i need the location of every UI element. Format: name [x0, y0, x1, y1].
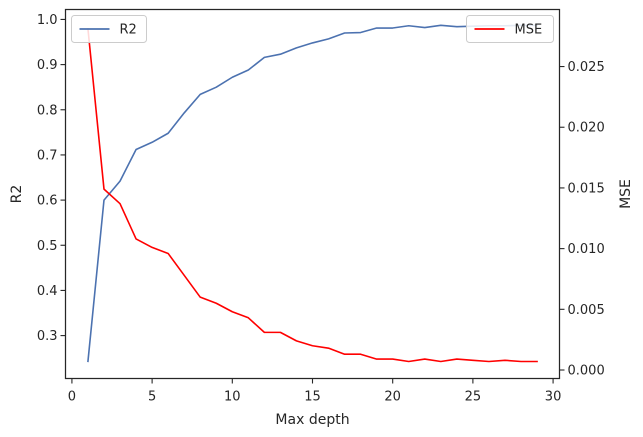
- left-y-tick-label: 0.6: [37, 194, 58, 209]
- legend-label: MSE: [515, 23, 543, 38]
- legend-box: [466, 15, 554, 43]
- left-y-tick-label: 0.9: [37, 58, 58, 73]
- left-y-tick-label: 0.5: [37, 239, 58, 254]
- x-axis-label: Max depth: [275, 412, 349, 428]
- left-y-axis-label: R2: [9, 185, 25, 204]
- legend-label: R2: [120, 23, 137, 38]
- right-y-axis-label: MSE: [618, 179, 634, 209]
- x-tick-label: 25: [465, 390, 482, 405]
- x-axis-ticks: 0 5 10 15 20 25 30: [68, 378, 562, 405]
- x-tick-label: 10: [224, 390, 241, 405]
- legends: R2 MSE: [71, 15, 554, 43]
- x-tick-label: 5: [148, 390, 156, 405]
- legend-mse: MSE: [466, 15, 554, 43]
- x-tick-label: 20: [384, 390, 401, 405]
- legend-r2: R2: [71, 15, 147, 43]
- series-line-mse: [87, 28, 538, 363]
- x-tick-label: 15: [304, 390, 321, 405]
- series-line-r2: [87, 24, 538, 363]
- plot-frame: [64, 8, 561, 380]
- right-y-tick-label: 0.000: [568, 364, 605, 379]
- left-y-tick-label: 0.8: [37, 103, 58, 118]
- left-y-tick-label: 0.4: [37, 284, 58, 299]
- left-y-tick-label: 1.0: [37, 13, 58, 28]
- x-tick-label: 0: [68, 390, 76, 405]
- left-y-tick-label: 0.7: [37, 148, 58, 163]
- series-layer: [87, 24, 538, 363]
- x-tick-label: 30: [545, 390, 562, 405]
- left-y-tick-label: 0.3: [37, 329, 58, 344]
- right-y-tick-label: 0.015: [568, 181, 605, 196]
- right-y-tick-label: 0.025: [568, 60, 605, 75]
- right-y-tick-label: 0.005: [568, 303, 605, 318]
- right-y-tick-label: 0.010: [568, 242, 605, 257]
- left-axis-ticks: 0.3 0.4 0.5 0.6 0.7 0.8 0.9 1.0: [37, 13, 66, 344]
- right-y-tick-label: 0.020: [568, 121, 605, 136]
- right-axis-ticks: 0.000 0.005 0.010 0.015 0.020 0.025: [559, 60, 605, 379]
